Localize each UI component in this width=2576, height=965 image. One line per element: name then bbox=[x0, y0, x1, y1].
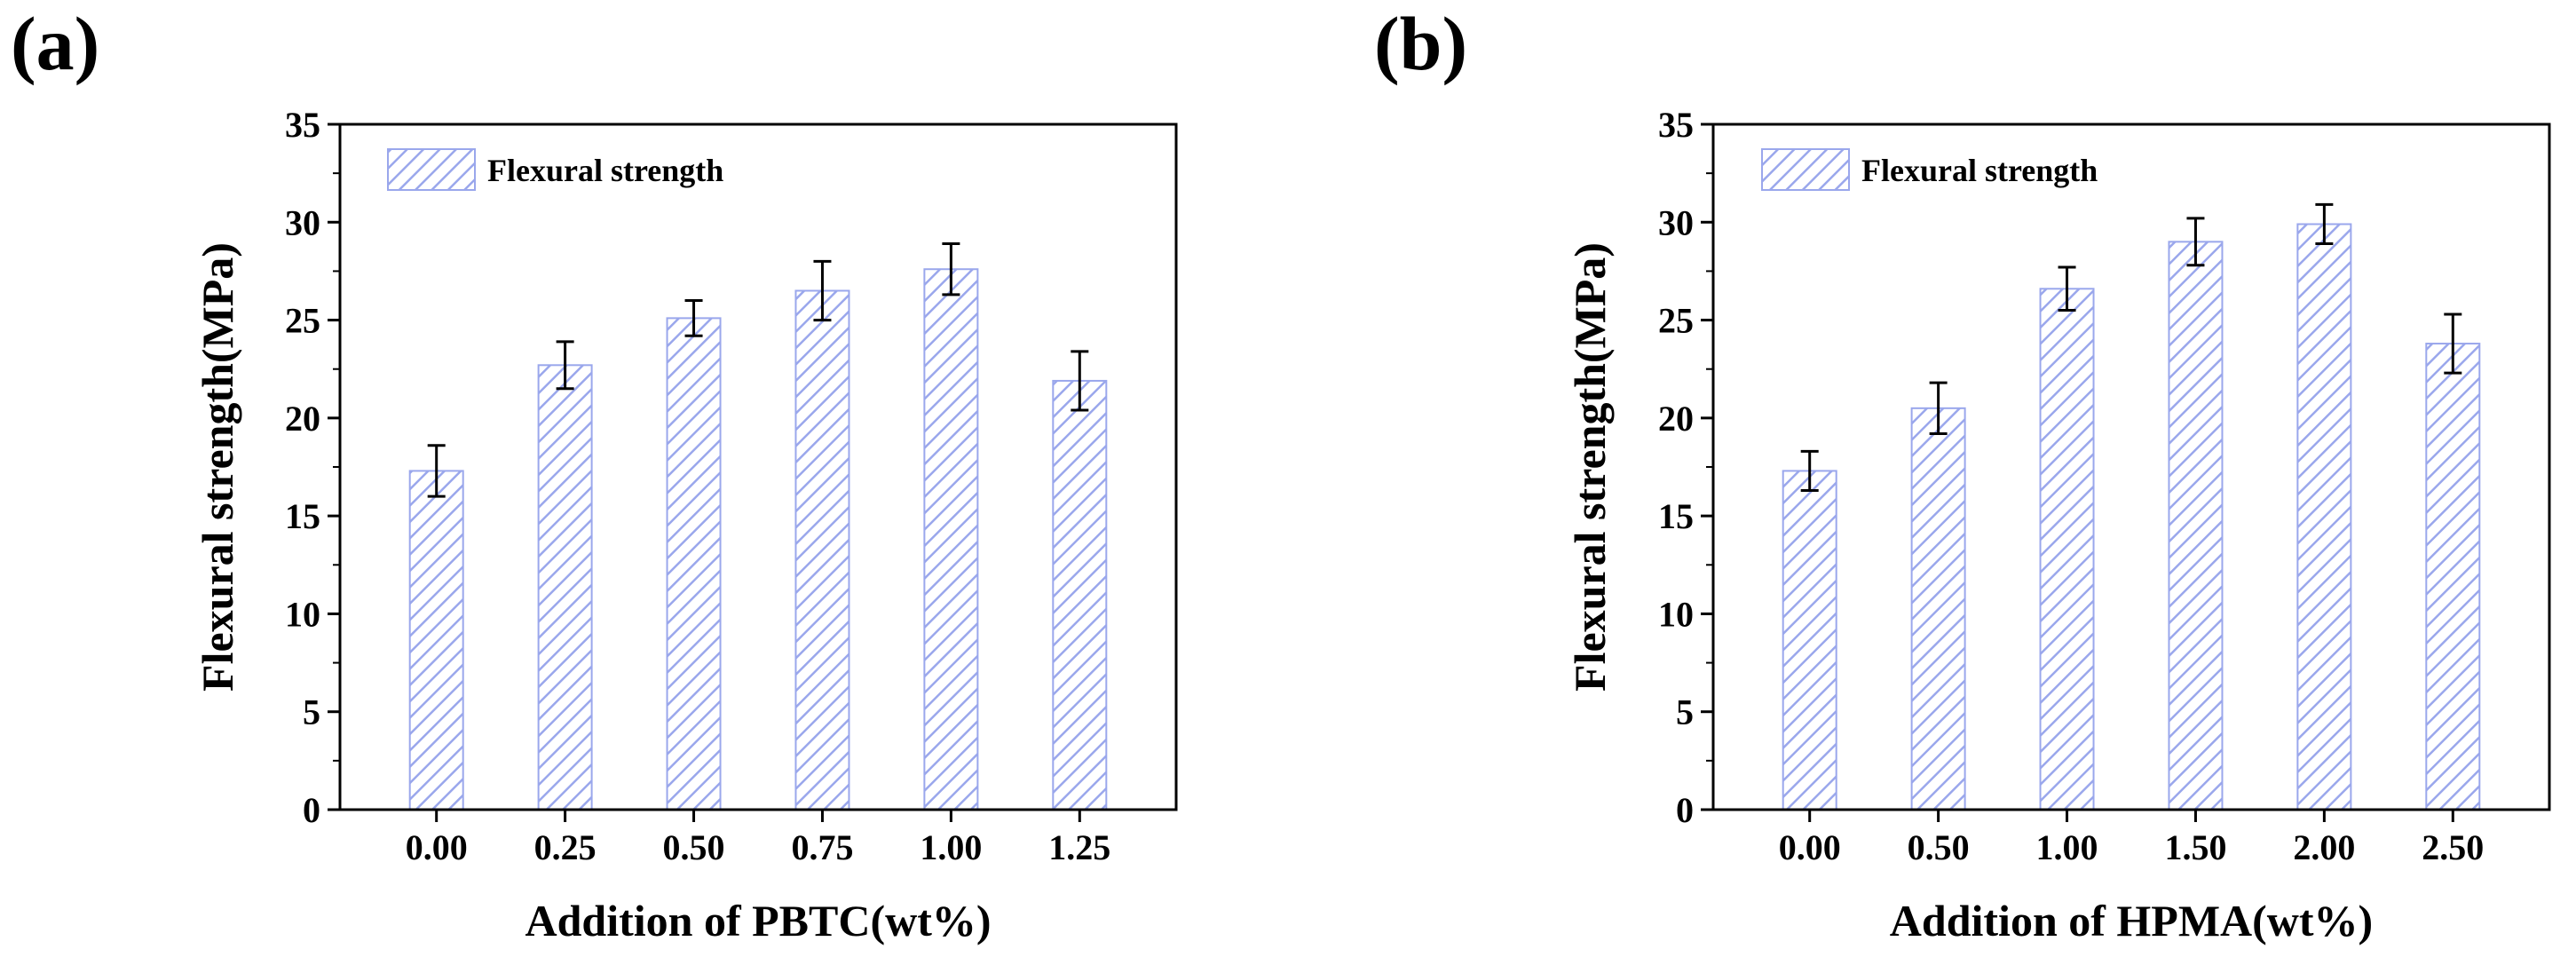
bar bbox=[923, 268, 979, 811]
y-tick-label: 10 bbox=[285, 594, 320, 634]
x-tick-label: 1.50 bbox=[2164, 827, 2226, 867]
x-tick-label: 2.50 bbox=[2422, 827, 2484, 867]
y-tick-label: 30 bbox=[1658, 202, 1694, 242]
error-bar bbox=[1800, 449, 1819, 492]
x-tick-label: 0.00 bbox=[406, 827, 468, 867]
y-axis-title: Flexural strength(MPa) bbox=[193, 242, 242, 692]
bar bbox=[537, 364, 593, 811]
legend-swatch bbox=[1761, 148, 1850, 191]
x-tick-label: 0.50 bbox=[663, 827, 725, 867]
legend-label: Flexural strength bbox=[1861, 153, 2098, 188]
error-bar bbox=[556, 340, 574, 391]
x-tick-label: 0.25 bbox=[534, 827, 597, 867]
y-tick-label: 10 bbox=[1658, 594, 1694, 634]
y-tick-label: 15 bbox=[285, 496, 320, 536]
bar bbox=[2039, 288, 2095, 811]
y-axis-title: Flexural strength(MPa) bbox=[1565, 242, 1615, 692]
bar bbox=[794, 289, 850, 811]
error-bar bbox=[2315, 202, 2334, 246]
y-tick-label: 30 bbox=[285, 202, 320, 242]
y-tick-label: 25 bbox=[285, 301, 320, 341]
y-tick-label: 5 bbox=[1676, 692, 1694, 732]
error-bar bbox=[2444, 312, 2462, 375]
x-axis-title: Addition of HPMA(wt%) bbox=[1890, 896, 2373, 945]
error-bar bbox=[813, 259, 832, 322]
y-tick-label: 35 bbox=[285, 105, 320, 145]
chart-panel-a: (a) 0 5 10 15 20 25 30 35 0.00 0.25 0.50 0.75 1.00 1.2… bbox=[11, 1, 1178, 945]
panel-label: (b) bbox=[1374, 1, 1467, 86]
x-tick-label: 1.25 bbox=[1048, 827, 1110, 867]
bar bbox=[1052, 379, 1108, 811]
legend: Flexural strength bbox=[1761, 148, 2098, 191]
panel-label: (a) bbox=[11, 1, 99, 86]
error-bar bbox=[1929, 381, 1948, 436]
bar bbox=[1910, 407, 1966, 811]
y-tick-label: 20 bbox=[285, 399, 320, 439]
legend-label: Flexural strength bbox=[487, 153, 723, 188]
x-tick-label: 0.50 bbox=[1908, 827, 1970, 867]
y-tick-label: 0 bbox=[1676, 790, 1694, 830]
bar bbox=[2425, 343, 2481, 811]
error-bar bbox=[2058, 265, 2076, 312]
error-bar bbox=[684, 299, 703, 337]
y-tick-label: 0 bbox=[303, 790, 320, 830]
error-bar bbox=[1071, 350, 1089, 412]
error-bar bbox=[2186, 217, 2205, 267]
legend-swatch bbox=[387, 148, 476, 191]
y-tick-label: 35 bbox=[1658, 105, 1694, 145]
x-tick-label: 2.00 bbox=[2293, 827, 2355, 867]
y-tick-label: 25 bbox=[1658, 301, 1694, 341]
plot-frame bbox=[1711, 123, 2551, 811]
chart-panel-b: (b) 0 5 10 15 20 25 30 35 0.00 0.50 1.00 1.50 2.00 2.5… bbox=[1374, 1, 2551, 945]
x-tick-label: 0.75 bbox=[791, 827, 853, 867]
bar bbox=[2296, 223, 2352, 811]
y-tick-label: 15 bbox=[1658, 496, 1694, 536]
plot-frame bbox=[338, 123, 1178, 811]
bar bbox=[1782, 470, 1837, 811]
x-tick-label: 1.00 bbox=[920, 827, 982, 867]
x-axis-title: Addition of PBTC(wt%) bbox=[525, 896, 991, 945]
legend: Flexural strength bbox=[387, 148, 723, 191]
y-tick-label: 5 bbox=[303, 692, 320, 732]
y-tick-label: 20 bbox=[1658, 399, 1694, 439]
x-tick-label: 0.00 bbox=[1779, 827, 1841, 867]
error-bar bbox=[942, 242, 960, 297]
bar bbox=[2168, 241, 2224, 811]
x-tick-label: 1.00 bbox=[2036, 827, 2098, 867]
error-bar bbox=[427, 444, 446, 498]
bar bbox=[666, 317, 722, 811]
bar bbox=[408, 470, 464, 811]
